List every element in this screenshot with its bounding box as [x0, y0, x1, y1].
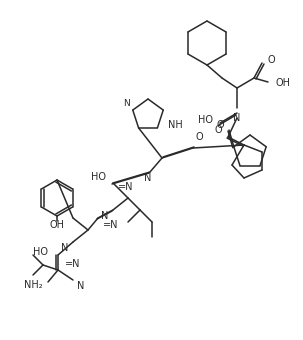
Text: N: N [123, 99, 130, 107]
Text: O: O [196, 132, 204, 142]
Text: N: N [77, 281, 84, 291]
Text: OH: OH [49, 220, 65, 230]
Text: O: O [215, 125, 222, 135]
Text: NH: NH [168, 120, 183, 130]
Text: =N: =N [65, 259, 81, 269]
Text: HO: HO [33, 247, 48, 257]
Text: N: N [233, 113, 241, 123]
Text: OH: OH [275, 78, 290, 88]
Text: O: O [268, 55, 276, 65]
Text: HO: HO [198, 115, 213, 125]
Text: N: N [61, 243, 68, 253]
Text: HO: HO [91, 172, 106, 182]
Text: =N: =N [118, 182, 134, 192]
Text: =N: =N [103, 220, 118, 230]
Text: NH₂: NH₂ [24, 280, 43, 290]
Text: O: O [216, 120, 224, 130]
Text: N: N [101, 211, 108, 221]
Text: N: N [144, 173, 152, 183]
